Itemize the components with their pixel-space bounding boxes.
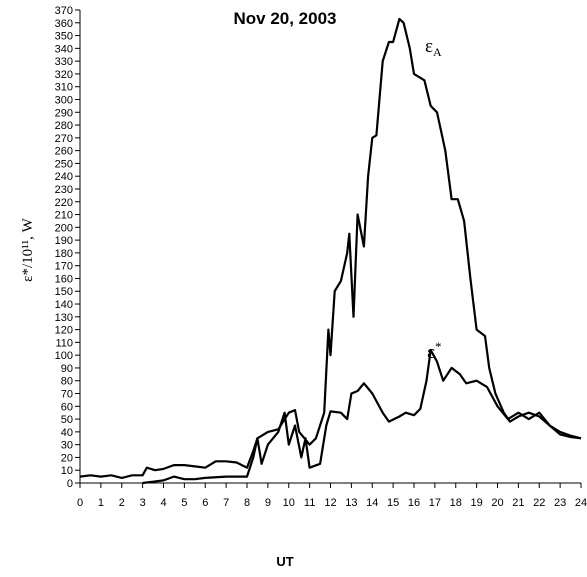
annotation-text: ε xyxy=(425,36,433,57)
y-tick-label: 100 xyxy=(55,350,73,362)
y-axis-label: ε*/10¹¹, W xyxy=(20,217,36,281)
y-tick-label: 150 xyxy=(55,286,73,298)
x-tick-label: 21 xyxy=(512,497,524,509)
x-tick-label: 19 xyxy=(471,497,483,509)
y-tick-label: 240 xyxy=(55,171,73,183)
x-tick-label: 10 xyxy=(283,497,295,509)
x-tick-label: 8 xyxy=(244,497,250,509)
x-tick-label: 9 xyxy=(265,497,271,509)
y-tick-label: 340 xyxy=(55,43,73,55)
data-line xyxy=(142,348,582,485)
y-tick-label: 370 xyxy=(55,5,73,17)
annotation: ε* xyxy=(427,339,441,363)
x-tick-label: 14 xyxy=(366,497,378,509)
y-tick-label: 170 xyxy=(55,261,73,273)
y-tick-label: 130 xyxy=(55,312,73,324)
x-tick-label: 23 xyxy=(554,497,566,509)
y-tick-label: 200 xyxy=(55,222,73,234)
annotation: εA xyxy=(425,36,442,59)
y-tick-label: 70 xyxy=(61,389,73,401)
x-tick-label: 5 xyxy=(181,497,187,509)
y-tick-label: 0 xyxy=(67,478,73,490)
x-tick-label: 2 xyxy=(119,497,125,509)
x-tick-label: 12 xyxy=(324,497,336,509)
x-tick-label: 1 xyxy=(98,497,104,509)
x-tick-label: 18 xyxy=(450,497,462,509)
y-tick-label: 20 xyxy=(61,452,73,464)
y-tick-label: 140 xyxy=(55,299,73,311)
x-tick-label: 17 xyxy=(429,497,441,509)
y-tick-label: 40 xyxy=(61,427,73,439)
annotation-superscript: * xyxy=(435,339,442,354)
x-tick-label: 15 xyxy=(387,497,399,509)
x-tick-label: 20 xyxy=(491,497,503,509)
x-tick-label: 4 xyxy=(160,497,166,509)
y-tick-label: 120 xyxy=(55,325,73,337)
y-tick-label: 30 xyxy=(61,440,73,452)
y-tick-label: 110 xyxy=(55,337,73,349)
x-tick-label: 6 xyxy=(202,497,208,509)
y-tick-label: 350 xyxy=(55,31,73,43)
x-axis-label: UT xyxy=(276,554,293,569)
data-line xyxy=(79,17,582,479)
y-tick-label: 180 xyxy=(55,248,73,260)
x-tick-label: 24 xyxy=(575,497,587,509)
y-tick-label: 80 xyxy=(61,376,73,388)
y-tick-label: 280 xyxy=(55,120,73,132)
y-tick-label: 250 xyxy=(55,158,73,170)
y-tick-label: 190 xyxy=(55,235,73,247)
y-tick-label: 320 xyxy=(55,69,73,81)
y-tick-label: 10 xyxy=(61,465,73,477)
y-tick-label: 90 xyxy=(61,363,73,375)
annotation-text: ε xyxy=(427,342,435,363)
y-tick-label: 260 xyxy=(55,146,73,158)
x-tick-label: 3 xyxy=(140,497,146,509)
y-tick-label: 210 xyxy=(55,210,73,222)
y-tick-label: 330 xyxy=(55,56,73,68)
y-tick-label: 360 xyxy=(55,18,73,30)
y-tick-label: 160 xyxy=(55,273,73,285)
x-tick-label: 16 xyxy=(408,497,420,509)
y-tick-label: 230 xyxy=(55,184,73,196)
x-tick-label: 11 xyxy=(304,497,315,509)
annotation-subscript: A xyxy=(433,45,442,59)
y-tick-label: 310 xyxy=(55,82,73,94)
y-tick-label: 220 xyxy=(55,197,73,209)
y-tick-label: 270 xyxy=(55,133,73,145)
x-tick-label: 13 xyxy=(345,497,357,509)
x-tick-label: 22 xyxy=(533,497,545,509)
x-tick-label: 7 xyxy=(223,497,229,509)
chart-title: Nov 20, 2003 xyxy=(233,9,336,28)
y-tick-label: 60 xyxy=(61,401,73,413)
y-tick-label: 300 xyxy=(55,94,73,106)
y-tick-label: 290 xyxy=(55,107,73,119)
x-tick-label: 0 xyxy=(77,497,83,509)
y-tick-label: 50 xyxy=(61,414,73,426)
